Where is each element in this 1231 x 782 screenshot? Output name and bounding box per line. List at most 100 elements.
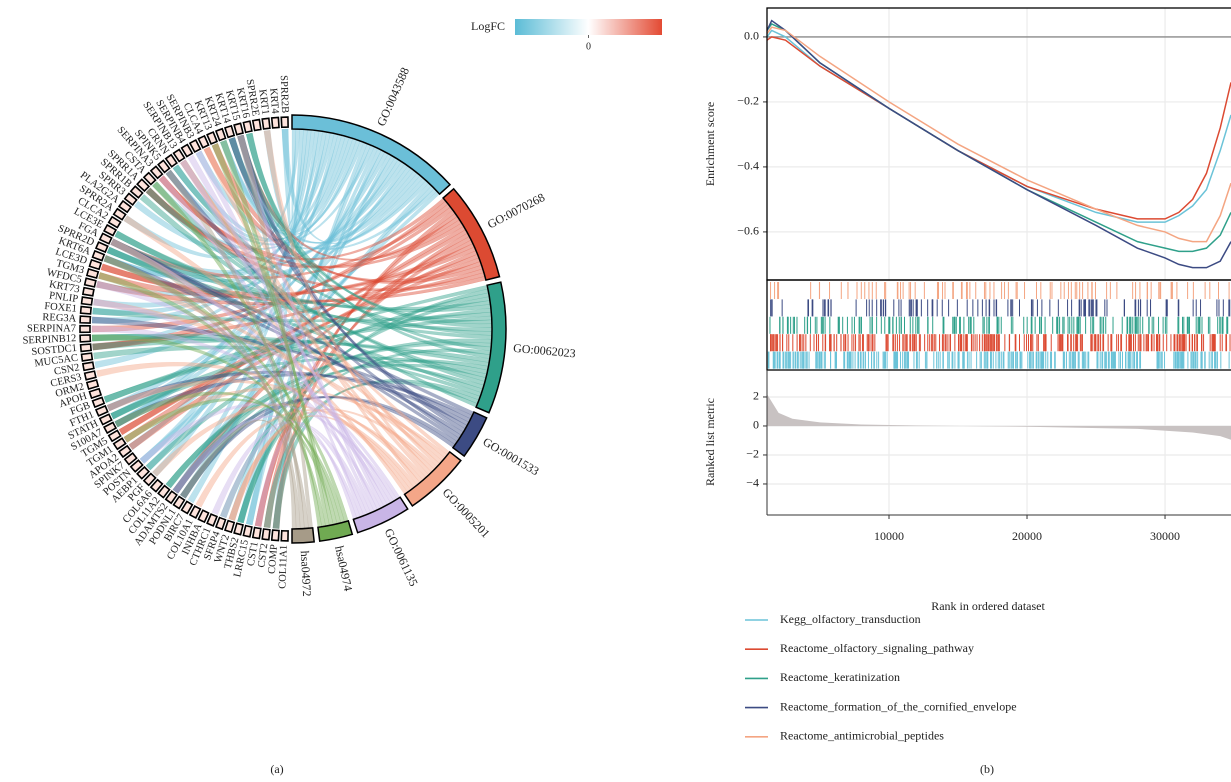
ribbon: [165, 363, 488, 489]
gene-box: [88, 258, 103, 271]
ribbon: [228, 143, 372, 521]
ribbon: [103, 255, 309, 529]
ribbon: [128, 250, 478, 451]
ribbon: [254, 239, 474, 527]
ribbon: [180, 159, 365, 518]
ribbon: [106, 379, 424, 483]
ribbon: [203, 146, 421, 486]
y-tick-label: −2: [746, 447, 759, 461]
gene-box: [107, 429, 122, 443]
gene-box: [223, 124, 236, 139]
gene-box: [242, 524, 253, 538]
ribbon: [110, 238, 460, 442]
gene-box: [157, 159, 171, 174]
ribbon: [110, 203, 451, 280]
ribbon: [96, 268, 485, 306]
gene-label: REG3A: [42, 312, 77, 325]
gene-box: [79, 343, 93, 353]
ribbon: [106, 370, 470, 426]
x-tick-label: 20000: [1012, 529, 1042, 543]
ribbon: [180, 159, 451, 456]
ribbon: [172, 338, 492, 494]
gene-box: [79, 315, 92, 324]
gene-label: SPRR2B: [278, 75, 290, 113]
gene-box: [123, 192, 138, 206]
ribbon: [220, 139, 438, 250]
gene-box: [83, 370, 97, 381]
gene-label: PNLIP: [48, 290, 79, 305]
ribbon: [91, 334, 342, 525]
gene-box: [83, 277, 97, 288]
term-arc: [291, 527, 315, 544]
gene-box: [85, 379, 100, 390]
gene-box: [98, 232, 113, 245]
gene-label: KRT1: [256, 89, 270, 116]
ribbon: [172, 131, 327, 494]
term-label: GO:0005201: [440, 485, 493, 540]
es-curve: [767, 19, 1231, 269]
gene-box: [172, 148, 186, 163]
arcs: [291, 114, 507, 544]
ribbon: [110, 149, 386, 420]
ribbon: [145, 187, 460, 269]
y-axis-title: Ranked list metric: [703, 398, 717, 486]
y-tick-label: 0.0: [744, 29, 759, 43]
y-tick-label: −4: [746, 476, 759, 490]
ribbon: [92, 338, 491, 363]
gene-box: [91, 249, 106, 262]
ribbon: [228, 408, 438, 521]
ribbon: [172, 136, 350, 242]
ribbon: [92, 253, 480, 351]
gene-label: CSN2: [53, 362, 80, 377]
ribbon: [93, 132, 335, 308]
ribbon: [187, 154, 388, 507]
ribbon: [114, 230, 493, 340]
gene-box: [180, 143, 194, 158]
gene-box: [81, 286, 95, 297]
legend-tick-label: 0: [586, 41, 591, 52]
caption: (b): [980, 762, 994, 776]
ribbon: [187, 146, 379, 504]
legend-label: Reactome_antimicrobial_peptides: [780, 729, 944, 743]
curves: [767, 19, 1231, 269]
ribbon: [152, 181, 486, 386]
ribbon: [180, 182, 432, 499]
ribbon: [103, 284, 489, 403]
ribbon: [195, 150, 430, 250]
ribbon: [103, 134, 342, 279]
term-label: hsa04972: [298, 550, 314, 597]
ribbon: [139, 190, 440, 464]
ribbon: [211, 143, 334, 526]
ribbon: [220, 139, 330, 527]
term-arc: [317, 519, 354, 543]
gene-box: [107, 215, 122, 229]
ribbon: [237, 134, 421, 244]
term-label: GO:0043588: [374, 65, 412, 128]
ribbon: [118, 229, 468, 436]
gene-box: [94, 241, 109, 254]
ribbon: [220, 296, 491, 519]
ribbon: [91, 138, 357, 324]
gene-box: [142, 472, 157, 487]
gene-box: [206, 131, 218, 145]
ribbon: [145, 187, 486, 292]
term-label: GO:0062023: [513, 341, 577, 361]
ribbon: [96, 167, 415, 297]
ribbon: [245, 132, 491, 359]
ribbon: [180, 137, 354, 241]
ribbon: [98, 272, 435, 473]
ribbon: [245, 153, 392, 526]
gene-box: [172, 495, 186, 510]
ribbon: [133, 165, 412, 260]
term-label: GO:0001533: [480, 434, 541, 478]
ribbon: [145, 187, 487, 382]
gene-box: [102, 223, 118, 237]
ribbon: [100, 263, 487, 303]
gene-box: [164, 490, 178, 505]
ribbon: [103, 315, 492, 403]
gene-box: [80, 296, 94, 306]
ribbon: [145, 292, 490, 471]
gene-box: [123, 452, 138, 466]
ribbons: [91, 128, 493, 530]
gene-box: [129, 185, 144, 199]
